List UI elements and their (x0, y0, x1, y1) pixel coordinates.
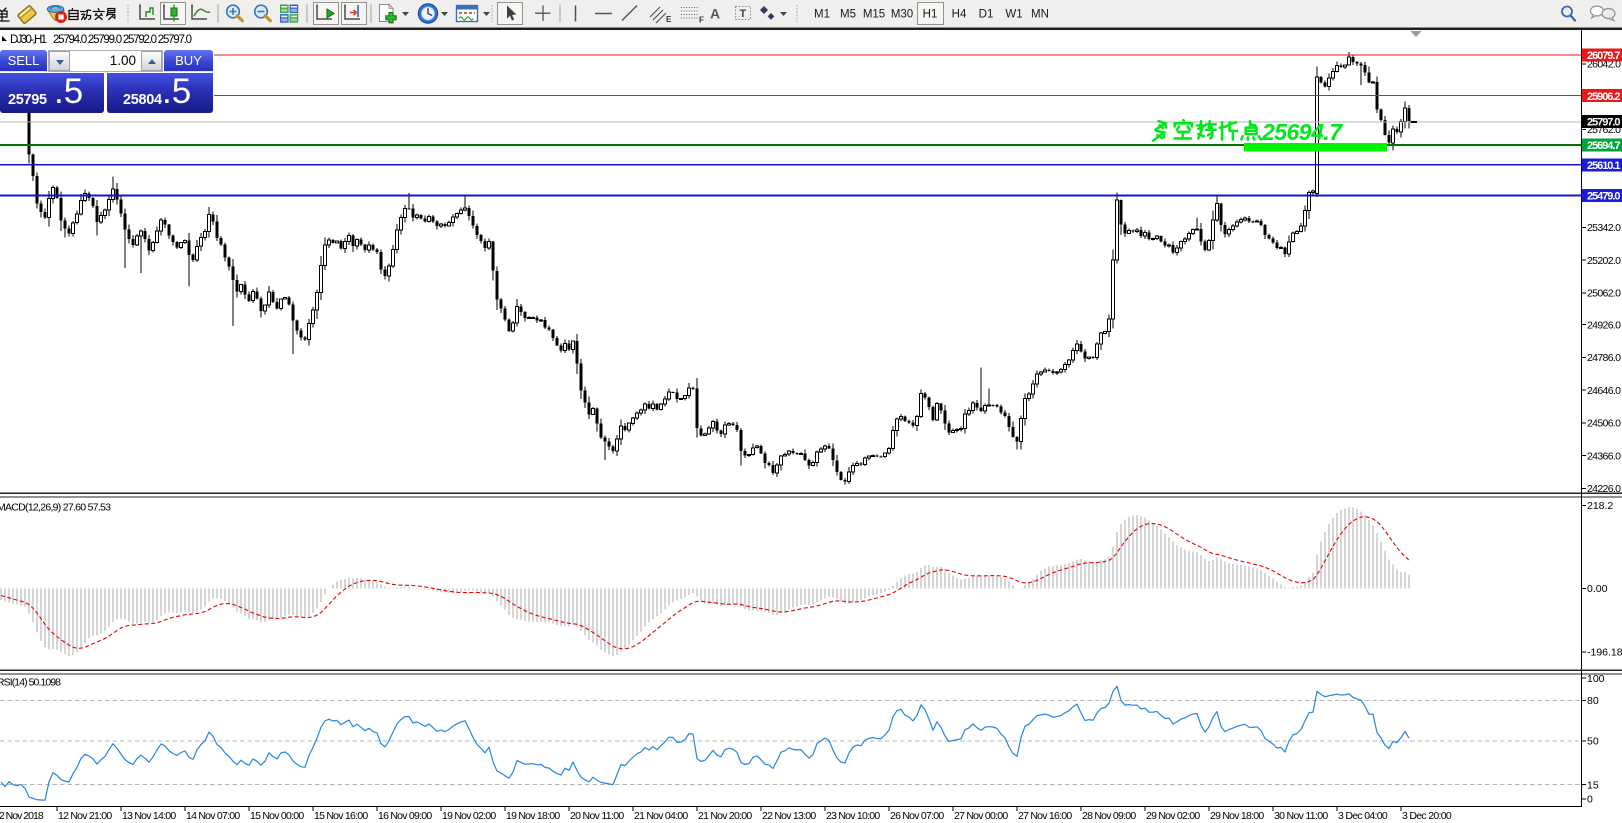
svg-text:25342.0: 25342.0 (1587, 222, 1621, 234)
svg-text:25202.0: 25202.0 (1587, 255, 1621, 267)
svg-text:100: 100 (1587, 673, 1605, 685)
svg-text:A: A (710, 6, 720, 22)
svg-text:50: 50 (1587, 736, 1599, 748)
svg-text:H1: H1 (923, 9, 938, 21)
svg-text:29 Nov 02:00: 29 Nov 02:00 (1146, 810, 1200, 822)
svg-text:25794.0 25799.0 25792.0 25797.: 25794.0 25799.0 25792.0 25797.0 (53, 34, 192, 46)
svg-text:D1: D1 (979, 9, 994, 21)
svg-text:24786.0: 24786.0 (1587, 352, 1621, 364)
svg-text:24926.0: 24926.0 (1587, 319, 1621, 331)
svg-text:MN: MN (1031, 9, 1049, 21)
svg-text:15: 15 (1587, 779, 1599, 791)
svg-text:3 Dec 20:00: 3 Dec 20:00 (1402, 810, 1452, 822)
svg-text:M5: M5 (840, 9, 856, 21)
svg-text:29 Nov 18:00: 29 Nov 18:00 (1210, 810, 1264, 822)
svg-text:12 Nov 21:00: 12 Nov 21:00 (58, 810, 112, 822)
svg-text:25610.1: 25610.1 (1587, 160, 1621, 172)
svg-text:27 Nov 00:00: 27 Nov 00:00 (954, 810, 1008, 822)
svg-text:25797.0: 25797.0 (1587, 117, 1621, 129)
svg-text:DJ30-,H1: DJ30-,H1 (10, 34, 47, 46)
svg-text:24366.0: 24366.0 (1587, 450, 1621, 462)
svg-text:30 Nov 11:00: 30 Nov 11:00 (1274, 810, 1328, 822)
svg-text:28 Nov 09:00: 28 Nov 09:00 (1082, 810, 1136, 822)
svg-text:E: E (666, 15, 672, 24)
svg-text:19 Nov 18:00: 19 Nov 18:00 (506, 810, 560, 822)
svg-text:F: F (699, 16, 704, 25)
svg-text:80: 80 (1587, 695, 1599, 707)
svg-text:0: 0 (1587, 794, 1593, 806)
svg-text:24226.0: 24226.0 (1587, 483, 1621, 495)
svg-text:24646.0: 24646.0 (1587, 385, 1621, 397)
svg-text:24506.0: 24506.0 (1587, 418, 1621, 430)
svg-text:20 Nov 11:00: 20 Nov 11:00 (570, 810, 624, 822)
svg-text:0.00: 0.00 (1587, 583, 1608, 595)
svg-text:22 Nov 13:00: 22 Nov 13:00 (762, 810, 816, 822)
svg-text:25479.0: 25479.0 (1587, 191, 1621, 203)
svg-text:H4: H4 (952, 9, 967, 21)
svg-text:16 Nov 09:00: 16 Nov 09:00 (378, 810, 432, 822)
svg-text:-196.18: -196.18 (1587, 647, 1622, 659)
svg-text:25906.2: 25906.2 (1587, 91, 1621, 103)
svg-text:T: T (740, 8, 747, 20)
svg-text:27 Nov 16:00: 27 Nov 16:00 (1018, 810, 1072, 822)
svg-text:W1: W1 (1005, 9, 1022, 21)
svg-text:21 Nov 04:00: 21 Nov 04:00 (634, 810, 688, 822)
svg-text:13 Nov 14:00: 13 Nov 14:00 (122, 810, 176, 822)
svg-text:12 Nov 2018: 12 Nov 2018 (0, 810, 44, 822)
svg-text:MACD(12,26,9) 27.60 57.53: MACD(12,26,9) 27.60 57.53 (0, 502, 111, 514)
svg-text:23 Nov 10:00: 23 Nov 10:00 (826, 810, 880, 822)
svg-text:25062.0: 25062.0 (1587, 288, 1621, 300)
svg-text:21 Nov 20:00: 21 Nov 20:00 (698, 810, 752, 822)
svg-text:3 Dec 04:00: 3 Dec 04:00 (1338, 810, 1388, 822)
svg-text:25694.7: 25694.7 (1587, 140, 1621, 152)
svg-text:M1: M1 (814, 9, 830, 21)
svg-text:M30: M30 (891, 9, 913, 21)
svg-text:15 Nov 00:00: 15 Nov 00:00 (250, 810, 304, 822)
svg-text:RSI(14) 50.1098: RSI(14) 50.1098 (0, 677, 61, 689)
svg-text:M15: M15 (863, 9, 885, 21)
svg-text:25694.7: 25694.7 (1261, 119, 1343, 145)
svg-text:14 Nov 07:00: 14 Nov 07:00 (186, 810, 240, 822)
svg-text:15 Nov 16:00: 15 Nov 16:00 (314, 810, 368, 822)
svg-text:26 Nov 07:00: 26 Nov 07:00 (890, 810, 944, 822)
svg-text:218.2: 218.2 (1587, 500, 1613, 512)
svg-text:26079.7: 26079.7 (1587, 50, 1621, 62)
svg-text:19 Nov 02:00: 19 Nov 02:00 (442, 810, 496, 822)
